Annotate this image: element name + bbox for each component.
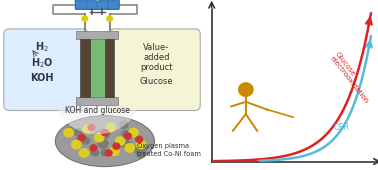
Circle shape (76, 136, 84, 143)
Circle shape (94, 133, 104, 142)
Ellipse shape (55, 116, 155, 167)
Circle shape (138, 144, 147, 151)
Circle shape (124, 133, 131, 139)
Circle shape (91, 149, 99, 156)
Circle shape (88, 124, 95, 131)
Circle shape (90, 145, 97, 151)
FancyBboxPatch shape (4, 29, 88, 110)
Circle shape (107, 16, 113, 21)
Circle shape (125, 144, 135, 152)
Circle shape (137, 150, 146, 158)
Text: H$_2$: H$_2$ (35, 41, 49, 55)
Bar (76, 31, 118, 39)
Circle shape (71, 140, 81, 149)
Circle shape (110, 147, 119, 156)
Bar (76, 97, 118, 105)
Text: Oxygen plasma
treated Co-Ni foam: Oxygen plasma treated Co-Ni foam (137, 143, 201, 157)
Circle shape (239, 83, 253, 96)
Text: KOH: KOH (30, 73, 54, 83)
Text: OER: OER (334, 123, 350, 132)
Circle shape (115, 137, 125, 145)
Circle shape (98, 139, 108, 148)
Text: Value-: Value- (143, 43, 169, 52)
Circle shape (79, 149, 89, 157)
Circle shape (135, 145, 143, 152)
Circle shape (136, 136, 143, 142)
Circle shape (101, 130, 108, 136)
Bar (80, 39, 90, 97)
Circle shape (136, 140, 146, 149)
Circle shape (114, 140, 122, 147)
Wedge shape (58, 97, 137, 134)
FancyBboxPatch shape (109, 29, 200, 110)
Circle shape (79, 135, 85, 141)
Text: Glucose: Glucose (139, 77, 173, 86)
Circle shape (118, 138, 129, 147)
Circle shape (74, 129, 82, 135)
FancyBboxPatch shape (75, 0, 119, 9)
Bar (90, 39, 105, 97)
Circle shape (129, 128, 138, 137)
Circle shape (135, 147, 143, 154)
Text: KOH and glucose: KOH and glucose (65, 106, 130, 115)
Circle shape (105, 150, 112, 156)
Circle shape (64, 128, 73, 137)
Circle shape (82, 138, 90, 144)
Circle shape (83, 125, 93, 133)
Circle shape (119, 121, 128, 129)
Circle shape (65, 127, 73, 134)
Circle shape (123, 141, 132, 149)
Text: added: added (143, 53, 170, 62)
Circle shape (100, 130, 110, 138)
Bar (105, 39, 115, 97)
Text: H$_2$O: H$_2$O (31, 56, 53, 70)
Text: Glucose
electrooxidation: Glucose electrooxidation (329, 50, 375, 104)
Circle shape (113, 143, 120, 149)
Circle shape (82, 16, 88, 21)
Circle shape (101, 149, 108, 156)
Circle shape (122, 131, 130, 138)
Circle shape (106, 123, 115, 132)
Text: product: product (140, 64, 173, 72)
Circle shape (94, 132, 103, 139)
